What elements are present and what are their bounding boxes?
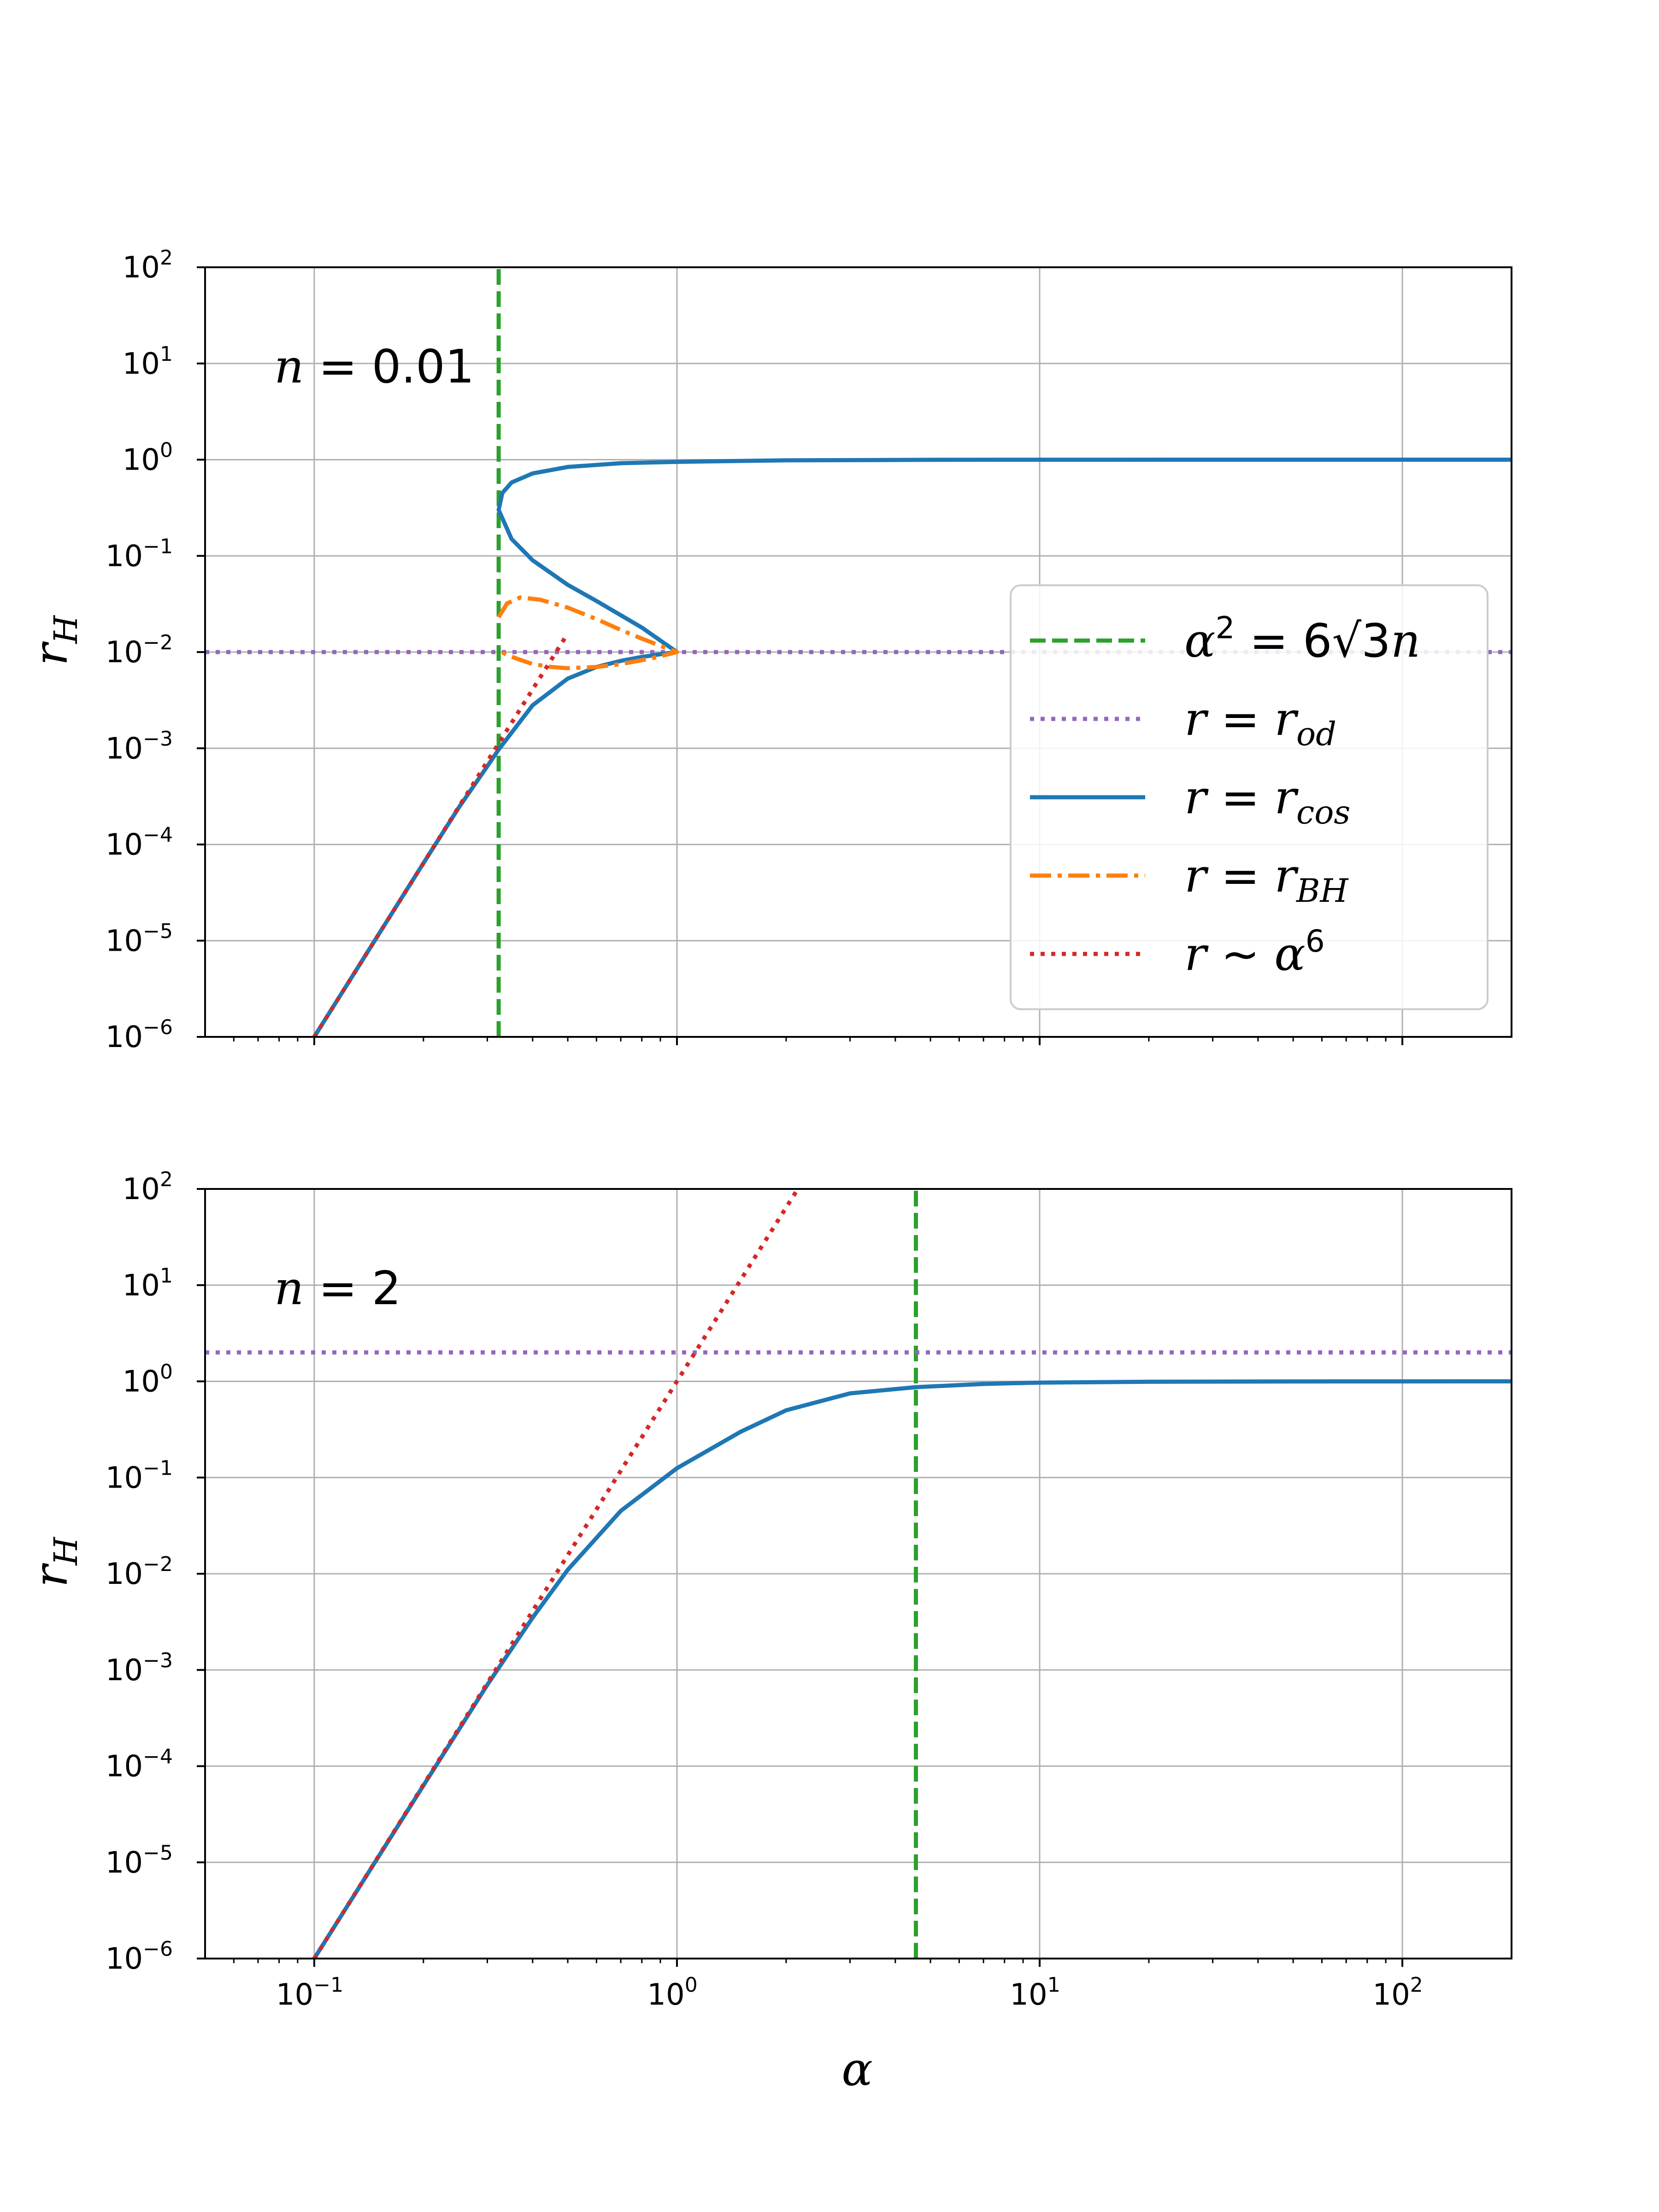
y-tick-label: 100 (123, 439, 173, 477)
legend-label-rod: r = rod (1184, 692, 1336, 753)
legend-label-rcos: r = rcos (1184, 771, 1350, 831)
legend: α2 = 6√3n r = rod r = rcos r = rBH r ~ α… (1010, 584, 1488, 1010)
series-dotted-d62728 (312, 1188, 800, 1960)
y-tick-label: 10−6 (106, 1937, 173, 1976)
y-tick-label: 10−4 (106, 824, 173, 862)
y-tick-label: 10−3 (106, 1649, 173, 1688)
series-layer (205, 1188, 1512, 1960)
y-tick-label: 10−2 (106, 1553, 173, 1591)
axis-ticks: 10−1 100 101 102 10−6 10−5 10−4 10−3 10−2 10−1 100… (106, 1168, 1423, 2012)
y-tick-label: 101 (123, 342, 173, 381)
series-dashdot-ff7f0e (497, 595, 679, 671)
y-tick-label: 10−2 (106, 631, 173, 670)
y-tick-label: 10−5 (106, 919, 173, 958)
axis-ticks: 10−6 10−5 10−4 10−3 10−2 10−1 100 101 102 (106, 246, 1404, 1054)
panel-annotation: n = 2 (274, 1261, 401, 1315)
y-tick-label: 100 (123, 1360, 173, 1399)
y-tick-label: 10−1 (106, 1456, 173, 1495)
y-tick-label: 10−6 (106, 1016, 173, 1054)
y-tick-label: 10−3 (106, 727, 173, 766)
y-tick-label: 102 (123, 1168, 173, 1206)
series-layer (205, 267, 1512, 1038)
legend-label-alpha-bound: α2 = 6√3n (1184, 610, 1420, 668)
plot-n-2: 10−1 100 101 102 10−6 10−5 10−4 10−3 10−2 10−1 100… (24, 1168, 1512, 2096)
legend-box (1010, 584, 1488, 1010)
legend-label-rbh: r = rBH (1184, 849, 1349, 910)
legend-label-alpha6: r ~ α6 (1184, 924, 1325, 981)
series-solid-1f77b4 (312, 1379, 1512, 1960)
series-solid-1f77b4 (312, 458, 1512, 1038)
y-tick-label: 101 (123, 1264, 173, 1303)
panel-annotation: n = 0.01 (274, 340, 474, 394)
x-axis-label: α (841, 2042, 873, 2096)
x-tick-label: 101 (1010, 1973, 1060, 2012)
x-tick-label: 10−1 (276, 1973, 343, 2012)
y-tick-label: 10−4 (106, 1745, 173, 1784)
plot-n-0-01: 10−6 10−5 10−4 10−3 10−2 10−1 100 101 102 n = 0.… (24, 246, 1512, 1054)
x-tick-label: 100 (647, 1973, 697, 2012)
x-tick-label: 102 (1372, 1973, 1423, 2012)
y-tick-label: 102 (123, 246, 173, 285)
y-tick-label: 10−5 (106, 1841, 173, 1880)
y-tick-label: 10−1 (106, 535, 173, 573)
